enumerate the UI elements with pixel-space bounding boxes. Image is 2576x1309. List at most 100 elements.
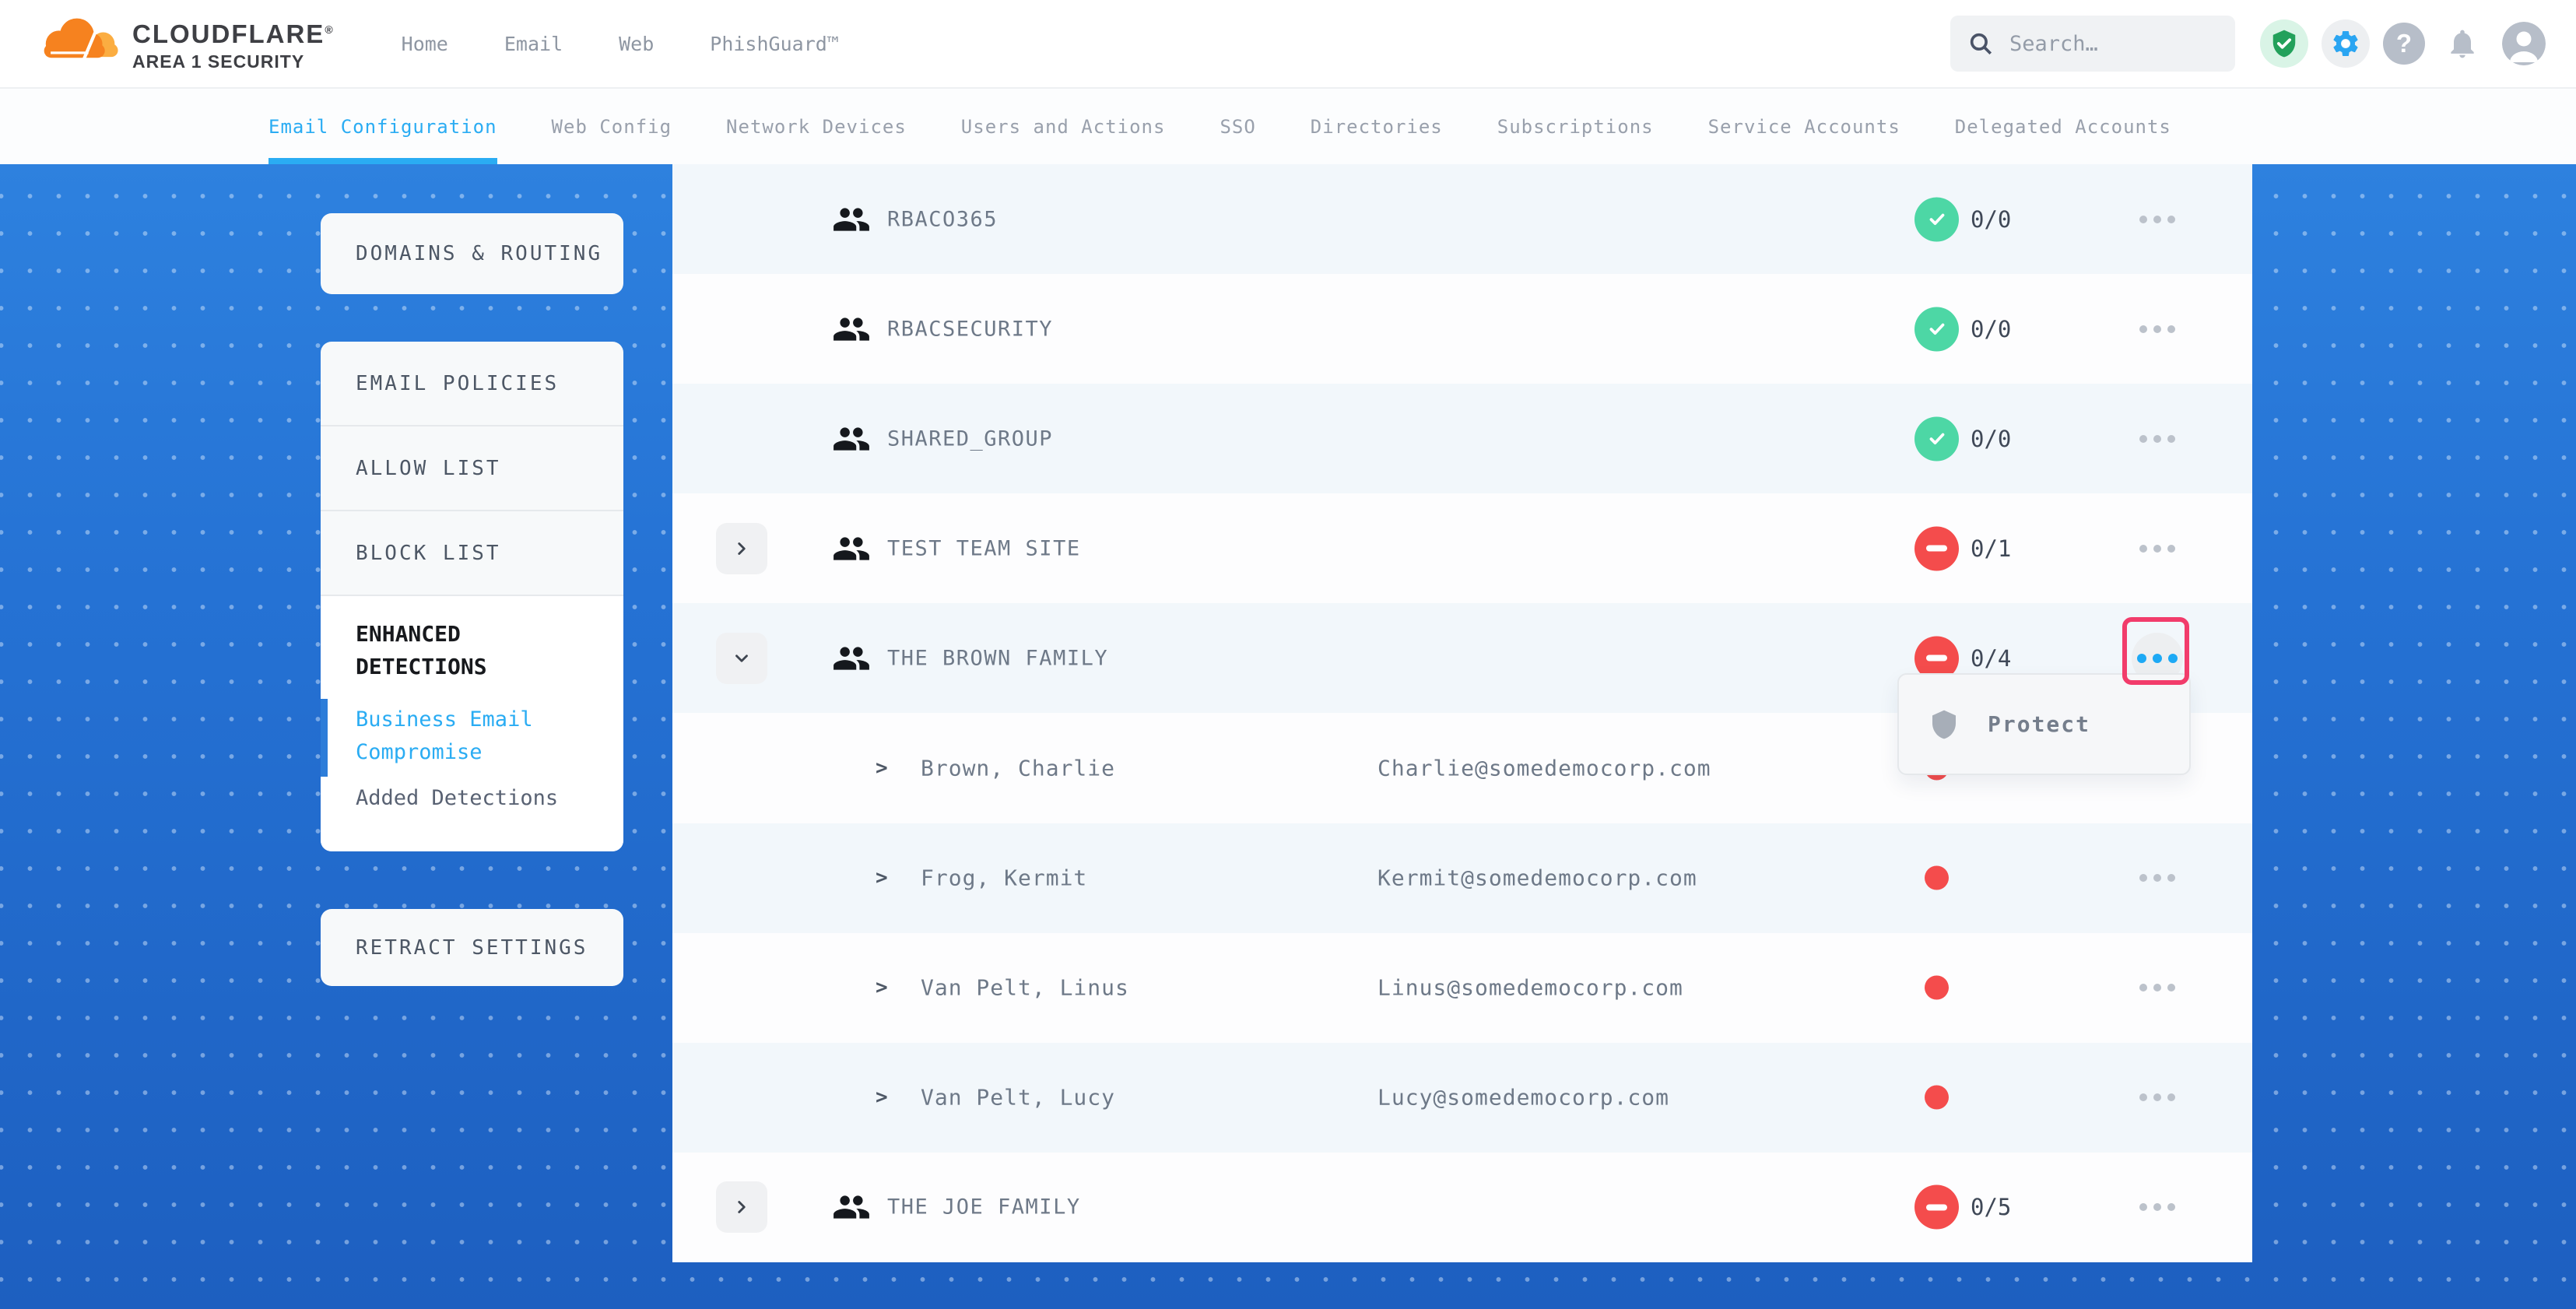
cloudflare-logo[interactable]: CLOUDFLARE® AREA 1 SECURITY — [34, 14, 335, 73]
table-row: Frog, Kermit Kermit@somedemocorp.com — [672, 823, 2252, 933]
group-name-label[interactable]: THE JOE FAMILY — [887, 1195, 1081, 1220]
group-name-label[interactable]: THE BROWN FAMILY — [887, 646, 1109, 671]
group-name-label[interactable]: SHARED_GROUP — [887, 426, 1054, 451]
group-name-label[interactable]: TEST TEAM SITE — [887, 536, 1081, 561]
row-menu-button[interactable] — [2132, 852, 2183, 904]
ellipsis-icon — [2167, 325, 2175, 333]
sidebar-section-enhanced-detections: ENHANCED DETECTIONS Business Email Compr… — [321, 596, 623, 851]
section-tabbar: Email Configuration Web Config Network D… — [0, 87, 2576, 164]
shield-check-icon[interactable] — [2260, 19, 2308, 68]
chevron-right-icon[interactable] — [876, 866, 888, 890]
groups-table: RBACO365 0/0 RBACSECURITY 0/0 SHARED_GRO… — [672, 164, 2252, 1262]
member-email-label: Linus@somedemocorp.com — [1377, 974, 1683, 1001]
member-name-label[interactable]: Frog, Kermit — [921, 865, 1088, 891]
row-menu-button[interactable] — [2132, 1072, 2183, 1123]
tab-directories[interactable]: Directories — [1310, 115, 1443, 138]
member-email-label: Kermit@somedemocorp.com — [1377, 865, 1697, 891]
chevron-right-icon[interactable] — [876, 976, 888, 999]
table-row: Van Pelt, Linus Linus@somedemocorp.com — [672, 933, 2252, 1043]
row-menu-button[interactable] — [2132, 962, 2183, 1013]
status-ok-icon — [1914, 307, 1959, 352]
member-name-label[interactable]: Van Pelt, Lucy — [921, 1084, 1116, 1111]
ellipsis-icon — [2167, 215, 2175, 223]
sidebar-item-business-email-compromise[interactable]: Business Email Compromise — [321, 699, 574, 777]
sidebar-item-email-policies[interactable]: EMAIL POLICIES — [321, 342, 623, 426]
search-icon — [1970, 33, 1992, 55]
sidebar-label: RETRACT SETTINGS — [356, 935, 588, 960]
sidebar-item-retract-settings[interactable]: RETRACT SETTINGS — [321, 909, 623, 986]
expand-toggle-button[interactable] — [716, 522, 767, 574]
product-name: AREA 1 SECURITY — [132, 51, 305, 72]
row-menu-button[interactable] — [2132, 523, 2183, 574]
collapse-toggle-button[interactable] — [716, 632, 767, 684]
table-row: Van Pelt, Lucy Lucy@somedemocorp.com — [672, 1042, 2252, 1153]
top-header: CLOUDFLARE® AREA 1 SECURITY Home Email W… — [0, 0, 2576, 87]
chevron-right-icon[interactable] — [876, 1086, 888, 1109]
registered-mark: ® — [325, 23, 335, 36]
ellipsis-icon — [2167, 544, 2175, 553]
row-menu-button[interactable] — [2132, 304, 2183, 355]
row-context-menu: Protect — [1897, 673, 2191, 775]
ellipsis-icon — [2153, 1203, 2161, 1212]
ellipsis-icon — [2153, 215, 2161, 223]
ellipsis-icon — [2167, 1203, 2175, 1212]
table-row: SHARED_GROUP 0/0 — [672, 384, 2252, 494]
group-name-label[interactable]: RBACO365 — [887, 207, 998, 232]
tab-email-configuration[interactable]: Email Configuration — [268, 89, 497, 164]
settings-gear-icon[interactable] — [2322, 19, 2370, 68]
tab-network-devices[interactable]: Network Devices — [726, 115, 907, 138]
group-people-icon — [832, 419, 871, 458]
header-icons — [2260, 19, 2548, 68]
group-name-label[interactable]: RBACSECURITY — [887, 317, 1054, 342]
tab-web-config[interactable]: Web Config — [551, 115, 672, 138]
sidebar-item-allow-list[interactable]: ALLOW LIST — [321, 426, 623, 511]
bell-icon[interactable] — [2438, 19, 2487, 68]
status-blocked-icon — [1914, 636, 1959, 681]
search-input[interactable] — [2009, 31, 2218, 56]
ellipsis-icon — [2153, 325, 2161, 333]
group-people-icon — [832, 1188, 871, 1227]
enhanced-detections-title[interactable]: ENHANCED DETECTIONS — [356, 621, 487, 679]
tab-users-and-actions[interactable]: Users and Actions — [960, 115, 1166, 138]
member-name-label[interactable]: Brown, Charlie — [921, 755, 1116, 781]
chevron-down-icon — [735, 654, 748, 662]
ellipsis-icon — [2167, 434, 2175, 443]
row-menu-button[interactable] — [2132, 1181, 2183, 1233]
nav-item-web[interactable]: Web — [619, 32, 655, 55]
protect-menu-item[interactable]: Protect — [1899, 709, 2189, 740]
row-menu-button[interactable] — [2132, 413, 2183, 465]
tab-service-accounts[interactable]: Service Accounts — [1707, 115, 1900, 138]
expand-toggle-button[interactable] — [716, 1181, 767, 1234]
status-unprotected-dot — [1925, 1085, 1949, 1110]
tab-subscriptions[interactable]: Subscriptions — [1497, 115, 1654, 138]
table-row: RBACO365 0/0 — [672, 164, 2252, 275]
member-name-label[interactable]: Van Pelt, Linus — [921, 974, 1129, 1001]
shield-icon — [1932, 710, 1956, 739]
sidebar-label: ALLOW LIST — [356, 456, 501, 480]
chevron-right-icon[interactable] — [876, 756, 888, 780]
protection-count: 0/0 — [1971, 205, 2012, 233]
tab-sso[interactable]: SSO — [1220, 115, 1256, 138]
nav-item-home[interactable]: Home — [401, 32, 448, 55]
sidebar-item-block-list[interactable]: BLOCK LIST — [321, 511, 623, 596]
tab-delegated-accounts[interactable]: Delegated Accounts — [1954, 115, 2171, 138]
search-box[interactable] — [1950, 16, 2235, 72]
ellipsis-icon — [2168, 653, 2178, 663]
ellipsis-icon — [2139, 1093, 2147, 1102]
sidebar-item-added-detections[interactable]: Added Detections — [356, 786, 559, 810]
help-icon[interactable] — [2383, 23, 2425, 65]
status-blocked-icon — [1914, 526, 1959, 571]
status-ok-icon — [1914, 197, 1959, 242]
nav-item-email[interactable]: Email — [504, 32, 563, 55]
nav-item-phishguard[interactable]: PhishGuard™ — [710, 32, 839, 55]
group-people-icon — [832, 310, 871, 349]
ellipsis-icon — [2139, 1203, 2147, 1212]
ellipsis-icon — [2153, 653, 2162, 663]
protection-count: 0/1 — [1971, 535, 2012, 562]
user-avatar-icon[interactable] — [2500, 19, 2548, 68]
table-row: Brown, Charlie Charlie@somedemocorp.com — [672, 713, 2252, 823]
logo-text: CLOUDFLARE® AREA 1 SECURITY — [132, 14, 335, 73]
row-menu-button[interactable] — [2132, 194, 2183, 245]
sidebar-item-domains-routing[interactable]: DOMAINS & ROUTING — [321, 213, 623, 294]
ellipsis-icon — [2139, 874, 2147, 883]
